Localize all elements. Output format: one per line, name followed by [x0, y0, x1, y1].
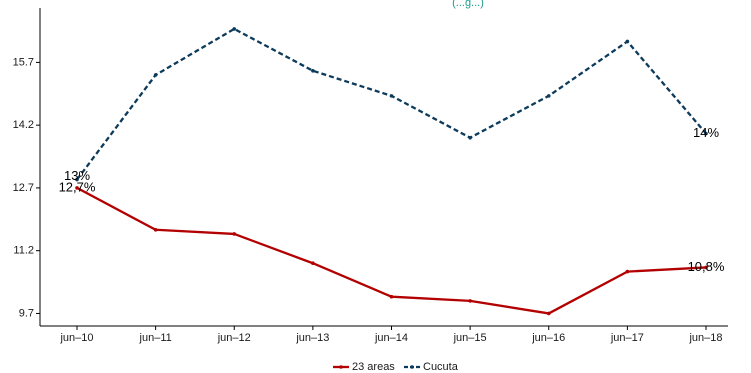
- x-tick-label: jun–12: [217, 332, 251, 344]
- data-point: [311, 261, 315, 266]
- series-line-areas: [76, 186, 707, 315]
- x-tick-label: jun–16: [531, 332, 565, 344]
- legend-swatch-point: [410, 365, 414, 369]
- data-point: [232, 27, 237, 31]
- data-label-layer: 12,7% 10,8% 13% 14%: [59, 125, 725, 274]
- legend-swatch-point: [339, 365, 343, 369]
- legend-label: 23 areas: [352, 361, 395, 373]
- data-point: [704, 131, 708, 136]
- data-point: [625, 269, 630, 274]
- y-axis-ticks: 9.7 11.2 12.7 14.2 15.7: [13, 56, 40, 319]
- x-tick-label: jun–15: [453, 332, 487, 344]
- data-point: [468, 135, 472, 140]
- series-line-cucuta: [76, 27, 707, 181]
- x-tick-label: jun–13: [295, 332, 329, 344]
- data-point: [704, 265, 708, 270]
- data-label: 12,7%: [59, 179, 96, 194]
- y-tick-label: 12.7: [13, 182, 34, 194]
- data-point: [625, 39, 630, 44]
- y-tick-label: 14.2: [13, 119, 34, 131]
- data-point: [389, 94, 394, 98]
- legend: 23 areas Cucuta: [333, 361, 459, 373]
- data-label: 10,8%: [688, 259, 725, 274]
- data-point: [153, 73, 158, 77]
- x-tick-label: jun–10: [59, 332, 93, 344]
- data-label: 14%: [693, 125, 719, 140]
- data-point: [389, 294, 394, 299]
- chart-subtitle: (...g...): [452, 0, 484, 9]
- y-tick-label: 9.7: [19, 307, 34, 319]
- data-point: [232, 232, 237, 236]
- y-tick-label: 11.2: [13, 245, 34, 257]
- x-tick-label: jun–14: [374, 332, 408, 344]
- x-tick-label: jun–18: [688, 332, 722, 344]
- data-point: [546, 311, 551, 316]
- data-point: [311, 68, 315, 73]
- x-tick-label: jun–17: [610, 332, 644, 344]
- data-point: [468, 299, 472, 303]
- x-tick-label: jun–11: [139, 332, 172, 344]
- data-point: [75, 177, 79, 182]
- x-axis-ticks: jun–10 jun–11 jun–12 jun–13 jun–14 jun–15 jun–…: [59, 326, 723, 344]
- data-point: [75, 186, 79, 190]
- data-point: [153, 227, 158, 232]
- legend-label: Cucuta: [423, 361, 459, 373]
- data-label: 13%: [64, 168, 90, 183]
- y-tick-label: 15.7: [13, 56, 34, 68]
- series-layer: [75, 27, 708, 316]
- data-point: [546, 94, 551, 98]
